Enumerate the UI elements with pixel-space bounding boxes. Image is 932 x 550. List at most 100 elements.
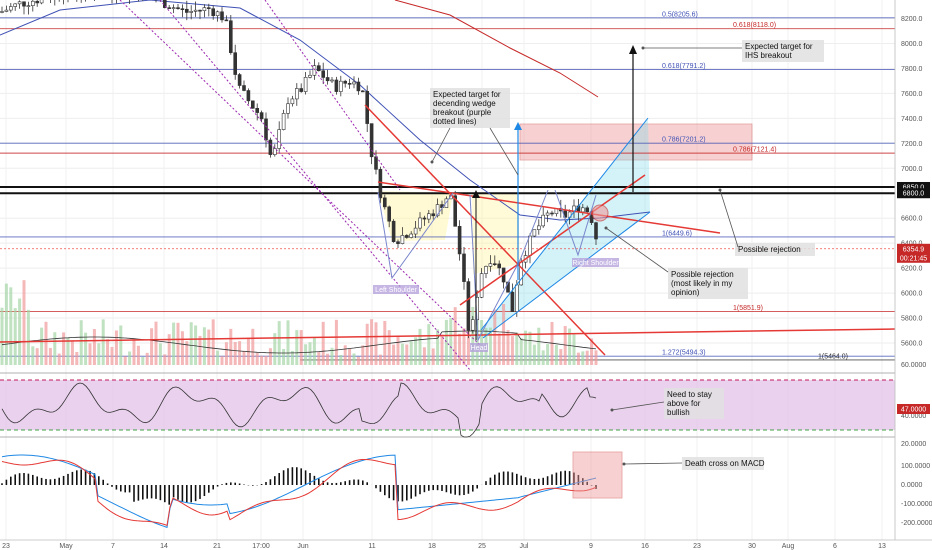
volume-bar [590, 338, 594, 365]
volume-bar [510, 336, 514, 365]
price-tick-label: 7600.0 [901, 91, 923, 98]
volume-bar [268, 348, 272, 365]
candle-body [492, 263, 497, 266]
measure-head-arrow [472, 190, 480, 198]
price-tick-label: 5600.0 [901, 341, 923, 348]
time-tick-label: 18 [428, 543, 436, 550]
measure-target-arrow [514, 122, 522, 130]
volume-bar [114, 330, 118, 365]
volume-bar [238, 341, 242, 365]
candle-body [484, 266, 488, 274]
volume-bar [576, 352, 580, 365]
volume-bar [141, 356, 145, 365]
price-tick-label: 6000.0 [901, 291, 923, 298]
candle-body [369, 123, 374, 158]
volume-bar [348, 348, 352, 365]
candle-body [347, 83, 352, 85]
candle-body [387, 206, 392, 222]
candle-body [0, 11, 4, 13]
macd-tick-label: -200.0000 [901, 520, 932, 527]
candle-body [470, 319, 475, 331]
candle-body [479, 273, 484, 298]
candle-body [321, 70, 326, 78]
time-tick-label: Jun [297, 543, 308, 550]
volume-bar [88, 343, 92, 365]
volume-bar [57, 353, 61, 365]
volume-bar [396, 336, 400, 365]
candle-body [308, 74, 312, 78]
pattern-label-bg [470, 343, 488, 352]
candle-body [330, 79, 334, 82]
time-tick-label: May [59, 543, 73, 550]
time-tick-label: 13 [878, 543, 886, 550]
volume-bar [48, 348, 52, 365]
volume-bar [4, 283, 8, 365]
price-badge [897, 243, 930, 254]
volume-bar [207, 329, 211, 365]
candle-body [202, 7, 207, 11]
price-axis-bg [895, 0, 932, 550]
candle-body [176, 7, 180, 9]
price-badge-label: 6354.9 [903, 246, 925, 253]
volume-bar [251, 328, 255, 365]
volume-bar [229, 328, 233, 365]
volume-bar [330, 347, 334, 365]
candle-body [163, 0, 167, 8]
volume-bar [339, 355, 343, 365]
volume-bar [528, 331, 532, 365]
candle-body [224, 19, 229, 22]
candle-body [378, 169, 383, 199]
fib-label: 0.786(7201.2) [662, 137, 706, 144]
time-tick-label: 23 [693, 543, 701, 550]
candle-body [207, 7, 211, 9]
callout-text-rsi: Need to stay [667, 390, 712, 399]
head-outline [469, 189, 549, 342]
volume-bar [524, 330, 528, 365]
price-tick-label: 8000.0 [901, 41, 923, 48]
candle-body [545, 212, 550, 216]
volume-bar [308, 342, 312, 365]
time-tick-label: 16 [641, 543, 649, 550]
volume-bar [317, 351, 321, 365]
volume-bar [326, 353, 330, 365]
candle-body [497, 263, 502, 269]
price-badge [897, 188, 930, 199]
candle-body [409, 233, 414, 238]
ma-red [394, 0, 599, 98]
ma-blue [0, 0, 651, 221]
volume-bar [84, 332, 88, 365]
candle-body [418, 217, 422, 229]
rsi-badge-label: 47.0000 [901, 407, 926, 414]
candle-body [462, 253, 466, 282]
candle-body [272, 148, 277, 155]
time-tick-label: 23 [2, 543, 10, 550]
volume-bar [572, 334, 576, 365]
volume-bar [273, 333, 277, 365]
volume-bar [220, 356, 224, 365]
callout-text-macd: Death cross on MACD [685, 459, 765, 468]
callout-arrowhead-rej1 [718, 188, 722, 192]
candle-body [13, 3, 17, 7]
candle-body [580, 207, 585, 213]
volume-bar [172, 322, 176, 365]
callout-text-rsi: bullish [667, 408, 690, 417]
volume-bar [383, 320, 387, 365]
candle-body [198, 9, 202, 12]
candle-body [352, 81, 356, 85]
volume-bar [497, 333, 501, 365]
volume-bar [378, 354, 382, 365]
volume-bar [242, 350, 246, 365]
callout-text-ihs: IHS breakout [745, 51, 792, 60]
price-tick-label: 7800.0 [901, 66, 923, 73]
price-tick-label: 7000.0 [901, 166, 923, 173]
volume-bar [211, 319, 215, 365]
target-zone [519, 123, 753, 161]
neckline-descending [377, 181, 721, 234]
volume-bar [568, 328, 572, 365]
volume-bar [537, 327, 541, 365]
time-tick-label: 30 [748, 543, 756, 550]
fib-label: 0.5(8205.6) [662, 11, 698, 18]
fib-label: 1(5464.0) [818, 353, 848, 360]
